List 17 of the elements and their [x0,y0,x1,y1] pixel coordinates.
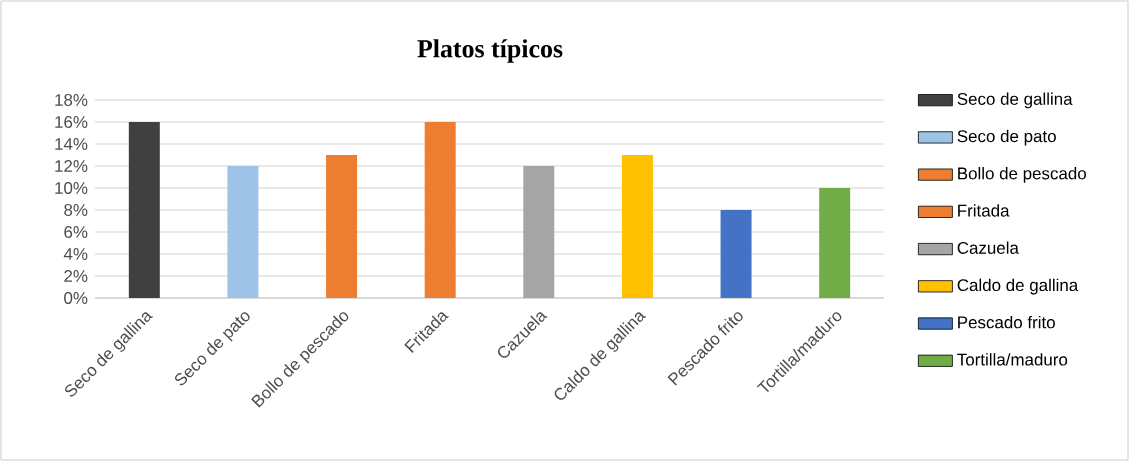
legend-label: Seco de pato [957,129,1056,146]
y-tick-label: 6% [64,226,88,238]
legend-label: Cazuela [957,241,1019,254]
legend-label: Seco de gallina [957,92,1073,109]
legend-label: Fritada [958,204,1010,217]
y-tick-label: 0% [64,292,88,304]
y-tick-label: 10% [55,182,88,194]
y-tick-label: 14% [55,138,88,150]
y-tick-label: 16% [55,116,88,128]
y-tick-label: 4% [63,248,88,260]
y-tick-label: 18% [55,94,88,106]
legend-label: Caldo de gallina [957,278,1079,295]
y-tick-label: 12% [55,160,88,172]
y-tick-label: 2% [64,270,88,282]
chart-title: Platos típicos [417,39,563,63]
legend-label: Bollo de pescado [958,166,1086,183]
y-tick-label: 8% [64,204,88,216]
